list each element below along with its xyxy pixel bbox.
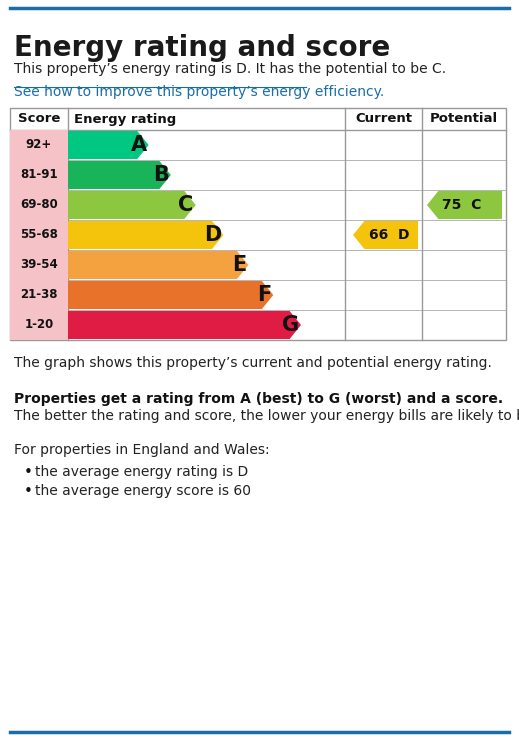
Text: G: G (282, 315, 299, 335)
Text: Energy rating: Energy rating (74, 112, 176, 126)
Bar (10, 310, 68, 340)
Text: C: C (179, 195, 194, 215)
Text: 66  D: 66 D (370, 228, 410, 242)
Polygon shape (68, 311, 301, 339)
Polygon shape (68, 281, 274, 309)
Text: A: A (130, 135, 147, 155)
Text: 75  C: 75 C (442, 198, 482, 212)
Polygon shape (353, 221, 418, 249)
Text: 92+: 92+ (26, 138, 52, 152)
Text: Current: Current (355, 112, 412, 126)
Text: Score: Score (18, 112, 60, 126)
Text: D: D (204, 225, 222, 245)
Text: the average energy score is 60: the average energy score is 60 (35, 484, 251, 498)
Polygon shape (68, 251, 249, 279)
Bar (10, 108, 506, 340)
Text: 1-20: 1-20 (24, 318, 53, 332)
Text: Energy rating and score: Energy rating and score (14, 34, 390, 62)
Text: The better the rating and score, the lower your energy bills are likely to be.: The better the rating and score, the low… (14, 409, 519, 423)
Bar (10, 190, 68, 220)
Bar (10, 280, 68, 310)
Text: •: • (24, 484, 33, 499)
Text: •: • (24, 465, 33, 480)
Bar (10, 220, 68, 250)
Text: Potential: Potential (430, 112, 498, 126)
Bar (10, 250, 68, 280)
Text: The graph shows this property’s current and potential energy rating.: The graph shows this property’s current … (14, 356, 492, 370)
Polygon shape (427, 191, 502, 219)
Text: the average energy rating is D: the average energy rating is D (35, 465, 248, 479)
Bar (10, 160, 68, 190)
Text: Properties get a rating from A (best) to G (worst) and a score.: Properties get a rating from A (best) to… (14, 392, 503, 406)
Text: 81-91: 81-91 (20, 169, 58, 181)
Text: E: E (232, 255, 247, 275)
Polygon shape (68, 131, 148, 159)
Text: F: F (257, 285, 271, 305)
Text: 39-54: 39-54 (20, 258, 58, 272)
Text: 55-68: 55-68 (20, 229, 58, 241)
Text: B: B (153, 165, 169, 185)
Text: See how to improve this property’s energy efficiency.: See how to improve this property’s energ… (14, 85, 384, 99)
Text: 21-38: 21-38 (20, 289, 58, 301)
Bar (10, 130, 68, 160)
Polygon shape (68, 191, 196, 219)
Text: This property’s energy rating is D. It has the potential to be C.: This property’s energy rating is D. It h… (14, 62, 446, 76)
Text: 69-80: 69-80 (20, 198, 58, 212)
Text: For properties in England and Wales:: For properties in England and Wales: (14, 443, 270, 457)
Polygon shape (68, 221, 224, 249)
Polygon shape (68, 161, 171, 189)
